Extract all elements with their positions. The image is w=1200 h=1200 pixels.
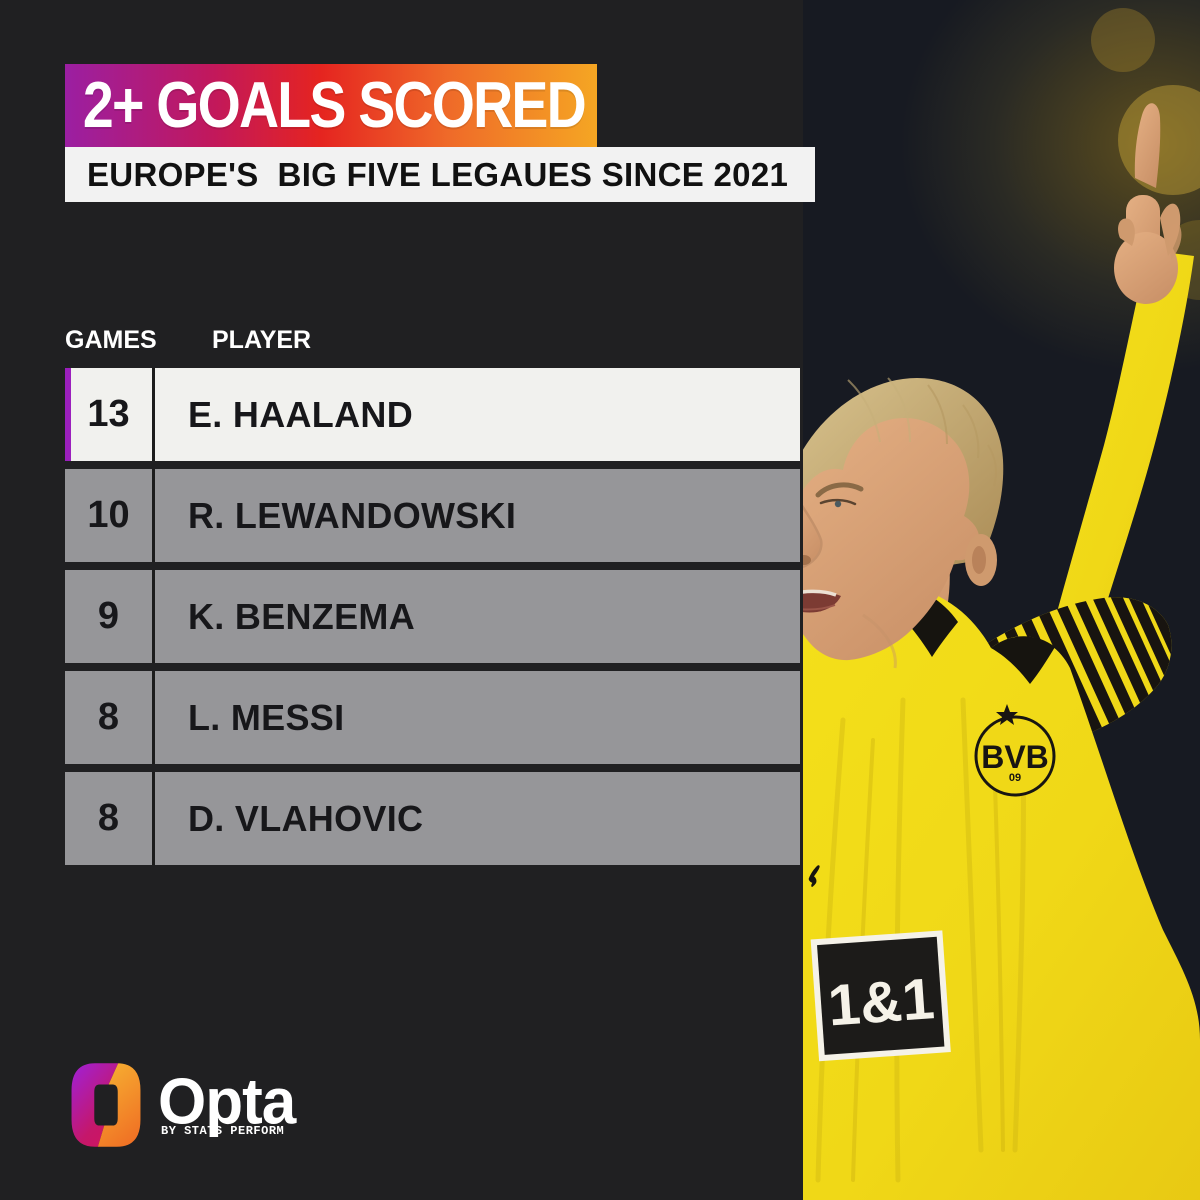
svg-text:09: 09 <box>1009 772 1021 784</box>
svg-text:BVB: BVB <box>981 739 1049 775</box>
svg-text:1&1: 1&1 <box>826 966 937 1038</box>
